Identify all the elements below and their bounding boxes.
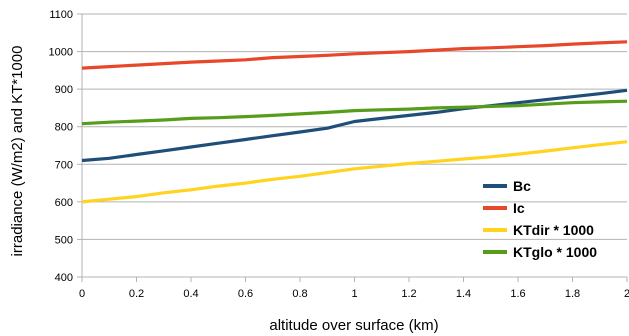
series-line-ktglo-1000: [81, 99, 628, 126]
x-tick-label: 1: [351, 288, 357, 300]
series-lines: [81, 40, 628, 204]
series-line-ic: [81, 40, 628, 70]
legend-label-bc: Bc: [513, 178, 531, 194]
legend-label-ktglo-1000: KTglo * 1000: [513, 244, 597, 260]
y-tick-label: 700: [55, 159, 73, 171]
x-axis-title: altitude over surface (km): [269, 317, 438, 334]
y-tick-label: 500: [55, 234, 73, 246]
y-axis-title: irradiance (W/m2) and KT*1000: [9, 46, 26, 257]
series-line-ktdir-1000: [81, 140, 628, 204]
y-tick-label: 1100: [49, 9, 73, 21]
series-line-bc: [81, 88, 628, 163]
x-tick-label: 1.8: [565, 288, 580, 300]
y-tick-label: 600: [55, 197, 73, 209]
x-tick-label: 1.2: [401, 288, 416, 300]
x-tick-label: 1.6: [510, 288, 525, 300]
x-tick-label: 0.8: [292, 288, 307, 300]
x-tick-label: 0.2: [129, 288, 144, 300]
x-tick-labels: 0 0.2 0.4 0.6 0.8 1 1.2 1.4 1.6 1.8 2: [79, 288, 629, 300]
axes: [77, 13, 628, 282]
legend-label-ic: Ic: [513, 200, 525, 216]
x-tick-label: 0: [79, 288, 85, 300]
x-tick-label: 2: [624, 288, 629, 300]
legend: Bc Ic KTdir * 1000 KTglo * 1000: [483, 178, 597, 260]
x-tick-label: 0.4: [183, 288, 198, 300]
y-tick-label: 1000: [49, 47, 73, 59]
plot-area: [82, 14, 627, 277]
y-tick-labels: 400 500 600 700 800 900 1000 1100: [49, 9, 73, 284]
x-tick-label: 1.4: [456, 288, 471, 300]
x-tick-label: 0.6: [238, 288, 253, 300]
legend-label-ktdir-1000: KTdir * 1000: [513, 222, 594, 238]
y-tick-label: 400: [55, 272, 73, 284]
y-tick-label: 800: [55, 122, 73, 134]
y-tick-label: 900: [55, 84, 73, 96]
